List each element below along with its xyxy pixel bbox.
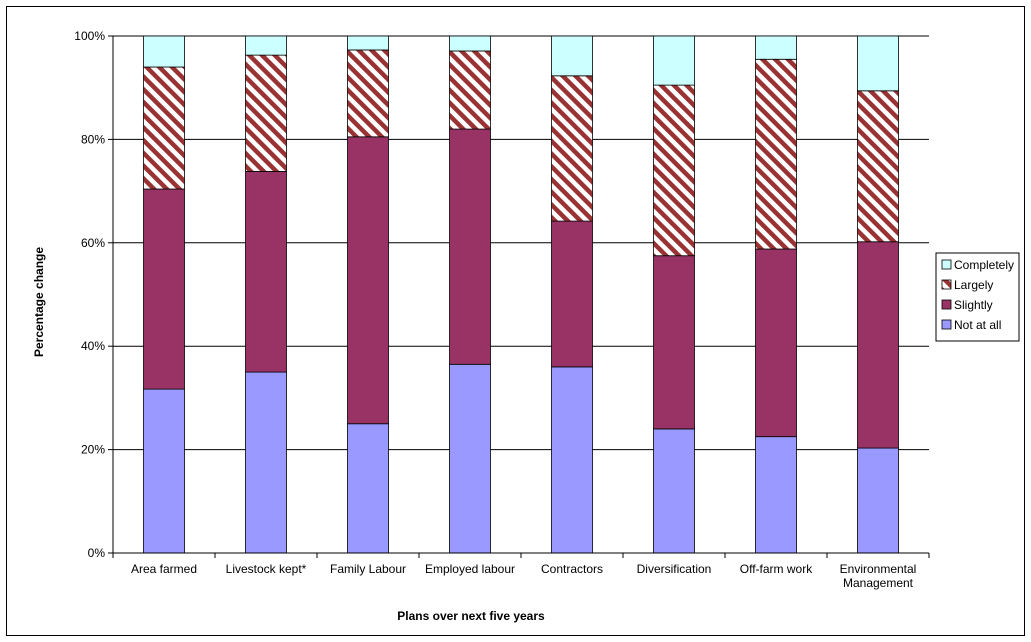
bar-segment [347, 423, 389, 554]
bars [143, 35, 899, 554]
bar-segment [143, 35, 185, 68]
bar-segment [653, 428, 695, 554]
legend-label: Largely [954, 278, 993, 292]
bar-segment [143, 188, 185, 390]
x-tick-label: Area farmed [131, 562, 197, 576]
bar-segment [857, 447, 899, 554]
y-tick-label: 100% [74, 29, 105, 43]
bar-segment [551, 220, 593, 368]
bar-segment [551, 75, 593, 222]
legend-label: Completely [954, 258, 1014, 272]
x-tick-label: Diversification [637, 562, 712, 576]
stacked-bar-chart: 0% 20% 40% 60% 80% 100% Area farmed Livestock k… [32, 29, 1020, 623]
x-tick-label: Off-farm work [740, 562, 813, 576]
y-tick-label: 80% [81, 132, 105, 146]
legend-swatch [941, 299, 952, 310]
x-tick-label: Contractors [541, 562, 603, 576]
bar-segment [857, 35, 899, 92]
bar-segment [755, 35, 797, 60]
legend: Completely Largely Slightly Not at all [935, 252, 1020, 342]
bar-segment [143, 388, 185, 554]
axes: 0% 20% 40% 60% 80% 100% Area farmed Livestock k… [74, 29, 930, 590]
x-axis-label: Plans over next five years [397, 609, 545, 623]
bar-segment [857, 241, 899, 449]
y-tick-label: 20% [81, 443, 105, 457]
bar-segment [347, 49, 389, 138]
bar-segment [245, 371, 287, 554]
bar-segment [347, 35, 389, 51]
bar-segment [245, 171, 287, 373]
grid-lines [113, 35, 929, 451]
bar-segment [449, 128, 491, 365]
y-axis-label: Percentage change [32, 247, 46, 357]
bar-segment [245, 35, 287, 56]
bar-segment [143, 66, 185, 190]
bar-segment [449, 363, 491, 554]
y-tick-label: 40% [81, 339, 105, 353]
bar-segment [755, 248, 797, 438]
x-tick-label: Family Labour [330, 562, 406, 576]
bar-segment [347, 136, 389, 425]
legend-label: Not at all [954, 318, 1001, 332]
bar-segment [449, 50, 491, 130]
x-tick-label: Environmental Management [840, 562, 917, 590]
bar-segment [857, 90, 899, 243]
x-tick-label: Employed labour [425, 562, 515, 576]
legend-swatch [941, 319, 952, 330]
legend-swatch [941, 259, 952, 270]
bar-segment [551, 35, 593, 77]
legend-label: Slightly [954, 298, 993, 312]
bar-segment [653, 84, 695, 257]
bar-segment [653, 35, 695, 86]
chart-frame: 0% 20% 40% 60% 80% 100% Area farmed Livestock k… [6, 6, 1025, 636]
bar-segment [551, 366, 593, 554]
x-tick-label: Livestock kept* [226, 562, 307, 576]
y-tick-label: 60% [81, 236, 105, 250]
bar-segment [449, 35, 491, 52]
bar-segment [755, 58, 797, 250]
bar-segment [245, 54, 287, 172]
bar-segment [755, 436, 797, 554]
y-tick-label: 0% [88, 546, 106, 560]
legend-swatch [941, 279, 952, 290]
bar-segment [653, 255, 695, 430]
